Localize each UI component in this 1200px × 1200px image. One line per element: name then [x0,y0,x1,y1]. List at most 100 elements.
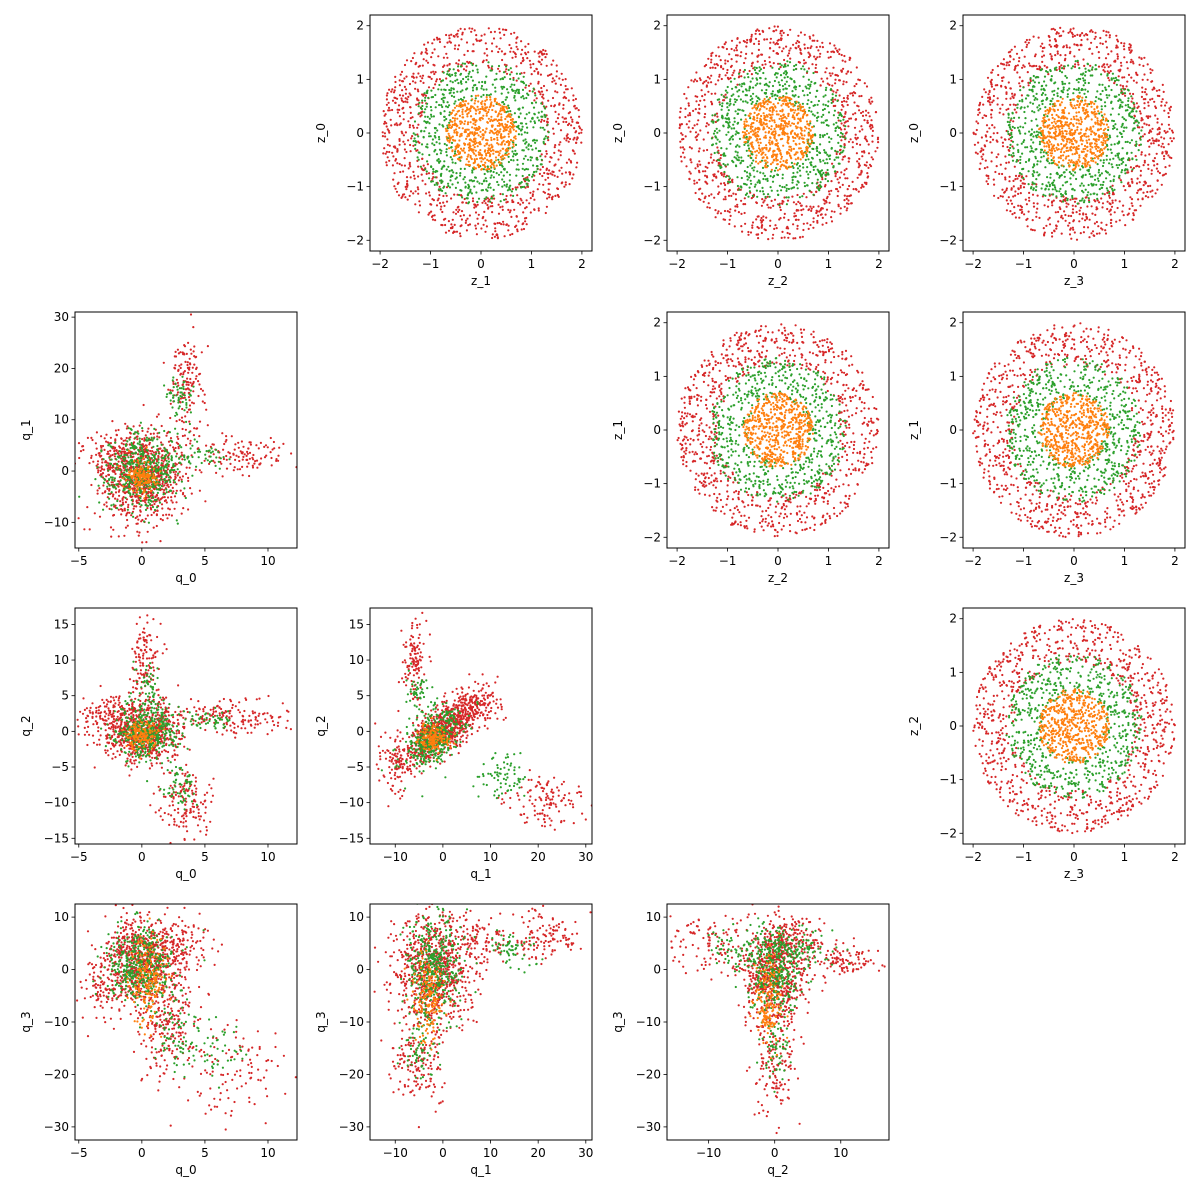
data-point [819,174,823,177]
data-point [528,202,531,205]
data-point [736,144,739,147]
data-point [717,185,720,188]
data-point [468,223,472,226]
data-point [399,170,402,174]
data-point [773,73,777,76]
data-point [1153,87,1156,90]
data-point [534,147,538,150]
data-point [521,88,525,91]
data-point [806,93,809,97]
data-point [758,69,761,72]
data-point [527,148,530,151]
data-point [1058,35,1061,38]
data-point [412,132,415,135]
data-point [408,82,412,86]
data-point [1041,42,1044,45]
data-point [439,112,442,115]
data-point [819,133,822,137]
data-point [727,175,730,178]
data-point [819,143,822,146]
data-point [1081,217,1084,220]
data-point [997,196,1000,200]
data-point [780,104,783,107]
data-point [421,74,425,77]
data-point [1007,51,1011,54]
data-point [1167,112,1170,115]
data-point [409,176,412,179]
data-point [979,162,982,165]
data-point [465,201,468,204]
data-point [514,225,517,228]
data-point [1106,191,1109,194]
data-point [403,85,406,88]
data-point [740,176,743,180]
data-point [1128,207,1131,210]
data-point [412,72,415,75]
data-point [489,150,493,153]
data-point [986,130,989,133]
data-point [832,51,836,54]
data-point [490,115,493,118]
data-point [746,72,749,75]
data-point [794,136,797,140]
data-point [1067,203,1070,206]
data-point [991,138,995,141]
data-point [495,164,498,167]
data-point [394,86,397,89]
data-point [1163,173,1166,176]
data-point [808,124,811,127]
data-point [1165,101,1168,104]
data-point [731,181,734,184]
data-point [846,195,849,198]
data-point [1005,61,1008,64]
data-point [522,139,525,142]
data-point [780,64,783,67]
data-point [1158,89,1161,92]
data-point [784,70,788,73]
data-point [986,76,990,79]
data-point [478,112,481,115]
data-point [737,76,741,79]
data-point [1101,42,1104,46]
data-point [441,105,444,109]
y-tick-label: 0 [653,126,661,140]
data-point [468,164,471,167]
data-point [846,94,849,97]
data-point [542,190,545,193]
data-point [783,120,787,123]
data-point [742,136,745,139]
data-point [840,69,843,72]
data-point [1028,199,1031,202]
data-point [545,105,548,108]
data-point [471,180,474,183]
data-point [474,123,477,126]
data-point [529,159,532,162]
data-point [863,119,866,122]
data-point [812,220,815,223]
data-point [453,129,456,132]
data-point [548,160,551,163]
data-point [475,34,478,37]
data-point [1000,76,1004,79]
data-point [1093,37,1096,40]
data-point [718,191,721,194]
data-point [860,125,863,128]
data-point [1009,119,1012,122]
data-point [781,110,784,113]
data-point [777,62,780,65]
data-point [849,138,852,141]
data-point [826,82,829,85]
data-point [983,114,986,117]
data-point [421,64,424,67]
data-point [532,126,535,129]
data-point [786,60,789,63]
data-point [1163,157,1166,160]
data-point [465,69,468,72]
data-point [807,78,811,81]
data-point [1009,55,1012,58]
data-point [722,46,725,49]
data-point [426,160,429,163]
data-point [821,207,824,210]
data-point [546,197,549,200]
data-point [765,156,769,159]
